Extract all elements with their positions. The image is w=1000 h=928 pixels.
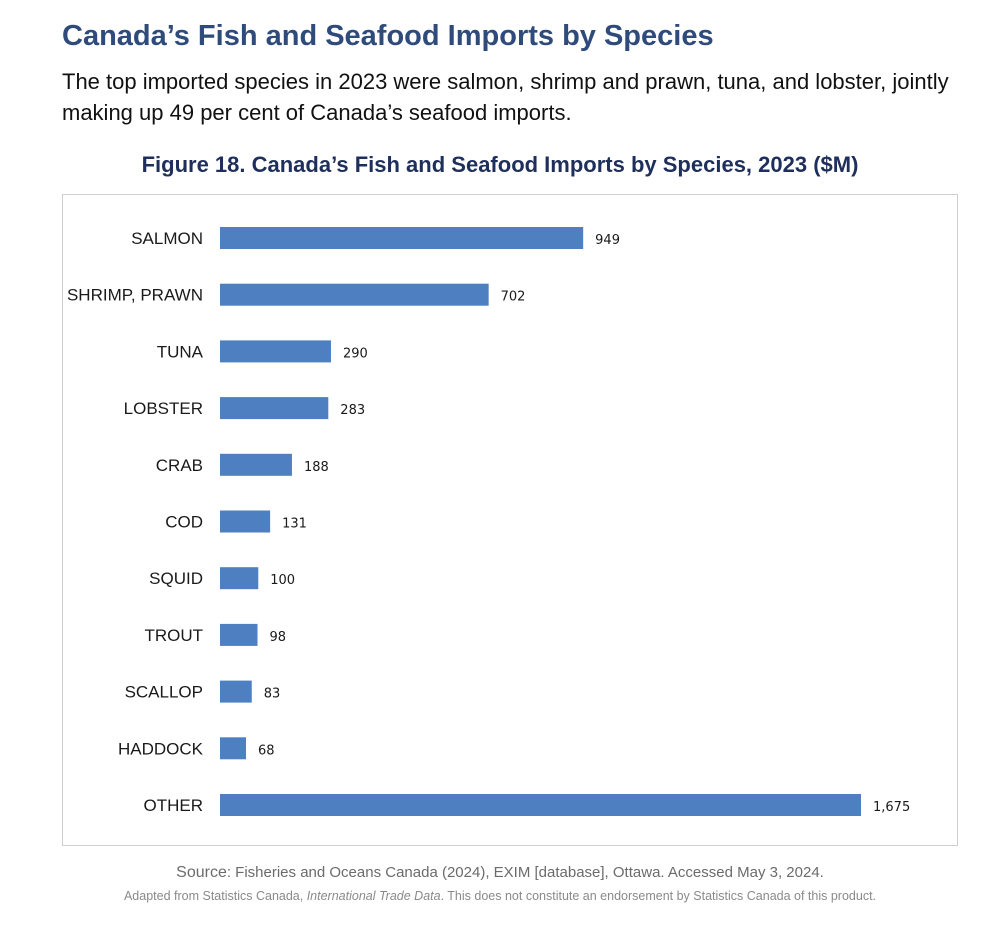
value-label: 188 — [304, 460, 329, 475]
bar — [220, 453, 292, 476]
category-label: LOBSTER — [124, 399, 203, 418]
value-label: 98 — [270, 630, 287, 645]
category-label: SHRIMP, PRAWN — [67, 286, 203, 305]
intro-paragraph: The top imported species in 2023 were sa… — [62, 69, 949, 125]
bar — [220, 623, 258, 646]
note-prefix: Adapted from Statistics Canada, — [123, 889, 307, 903]
category-label: HADDOCK — [118, 739, 204, 758]
category-label: SCALLOP — [125, 683, 203, 702]
category-label: CRAB — [156, 456, 203, 475]
value-label: 1,675 — [873, 800, 910, 815]
category-label: OTHER — [144, 796, 204, 815]
value-label: 290 — [343, 346, 368, 361]
category-label: SQUID — [149, 569, 203, 588]
bar — [220, 737, 247, 760]
page-title: Canada’s Fish and Seafood Imports by Spe… — [62, 20, 714, 52]
value-label: 68 — [258, 743, 275, 758]
category-label: SALMON — [131, 229, 203, 248]
adaptation-note: Adapted from Statistics Canada, Internat… — [0, 889, 1000, 903]
source-key: Source — [176, 864, 227, 881]
category-label: COD — [165, 513, 203, 532]
value-label: 702 — [501, 290, 526, 305]
bar — [220, 567, 259, 590]
bar — [220, 510, 271, 533]
figure-title: Figure 18. Canada’s Fish and Seafood Imp… — [141, 152, 859, 177]
chart-frame — [62, 194, 958, 846]
note-italic: International Trade Data — [306, 889, 441, 903]
value-label: 131 — [282, 517, 307, 532]
bar — [220, 794, 861, 816]
bar — [220, 340, 331, 363]
bar — [220, 680, 252, 703]
category-label: TROUT — [144, 626, 203, 645]
note-suffix: . This does not constitute an endorsemen… — [440, 889, 877, 903]
source-line: Source: Fisheries and Oceans Canada (202… — [0, 864, 1000, 882]
value-label: 100 — [270, 573, 295, 588]
bar — [220, 283, 489, 306]
source-text: : Fisheries and Oceans Canada (2024), EX… — [226, 864, 824, 881]
value-label: 949 — [595, 233, 620, 248]
category-label: TUNA — [157, 342, 204, 361]
bar — [220, 227, 584, 249]
value-label: 83 — [264, 687, 281, 702]
value-label: 283 — [340, 403, 365, 418]
bar — [220, 397, 329, 420]
